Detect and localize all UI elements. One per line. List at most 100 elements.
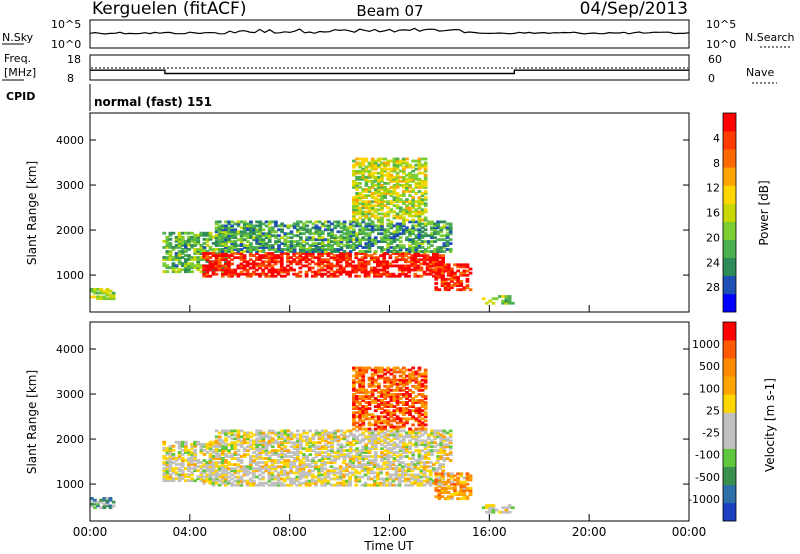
echo-cell — [196, 252, 201, 255]
echo-cell — [453, 273, 457, 277]
echo-cell — [352, 184, 356, 187]
echo-cell — [224, 228, 228, 232]
echo-cell — [417, 427, 422, 431]
echo-cell — [105, 500, 110, 504]
echo-cell — [239, 240, 244, 243]
echo-cell — [295, 240, 300, 243]
echo-cell — [389, 242, 394, 245]
echo-cell — [420, 388, 425, 392]
echo-cell — [369, 254, 374, 257]
echo-cell — [386, 244, 391, 247]
echo-cell — [398, 169, 403, 173]
echo-cell — [425, 258, 430, 262]
echo-cell — [392, 437, 397, 441]
echo-cell — [364, 177, 369, 181]
echo-cell — [196, 475, 201, 479]
echo-cell — [389, 200, 394, 204]
echo-cell — [391, 252, 396, 255]
echo-cell — [196, 237, 201, 241]
echo-cell — [420, 234, 425, 238]
echo-cell — [336, 453, 341, 456]
echo-cell — [364, 244, 369, 247]
echo-cell — [320, 248, 325, 251]
echo-cell — [422, 254, 427, 257]
echo-cell — [426, 435, 431, 439]
echo-cell — [408, 378, 412, 382]
echo-cell — [373, 457, 378, 460]
echo-cell — [413, 481, 418, 485]
echo-cell — [242, 258, 247, 262]
echo-cell — [408, 376, 412, 380]
echo-cell — [239, 232, 244, 236]
echo-cell — [224, 266, 228, 270]
echo-cell — [392, 445, 397, 449]
echo-cell — [249, 445, 253, 449]
echo-cell — [320, 461, 324, 464]
echo-cell — [248, 254, 253, 257]
echo-cell — [439, 246, 444, 249]
echo-cell — [227, 461, 231, 464]
echo-cell — [261, 465, 265, 469]
echo-cell — [345, 240, 350, 243]
echo-cell — [370, 222, 375, 226]
echo-cell — [402, 370, 406, 374]
echo-cell — [410, 467, 414, 471]
echo-cell — [273, 260, 278, 264]
echo-cell — [411, 429, 415, 433]
echo-cell — [202, 469, 206, 473]
echo-cell — [274, 240, 278, 243]
echo-cell — [267, 471, 272, 475]
echo-cell — [383, 186, 387, 189]
echo-cell — [453, 484, 457, 488]
echo-cell — [459, 482, 464, 486]
echo-cell — [277, 441, 281, 445]
echo-cell — [367, 200, 372, 204]
echo-cell — [355, 429, 359, 433]
echo-cell — [292, 443, 297, 447]
echo-cell — [443, 497, 448, 501]
echo-cell — [405, 433, 409, 437]
echo-cell — [220, 272, 225, 276]
echo-cell — [105, 502, 110, 506]
echo-cell — [389, 226, 394, 230]
echo-cell — [395, 378, 400, 382]
echo-cell — [383, 196, 387, 199]
echo-cell — [202, 258, 207, 261]
echo-cell — [394, 467, 399, 471]
echo-cell — [382, 258, 386, 262]
echo-cell — [420, 433, 425, 437]
echo-cell — [314, 441, 319, 445]
echo-cell — [358, 157, 362, 161]
echo-cell — [184, 231, 188, 235]
echo-cell — [236, 483, 241, 487]
x-tick-label: 16:00 — [472, 525, 507, 539]
echo-cell — [355, 236, 359, 240]
echo-cell — [255, 258, 259, 262]
echo-cell — [317, 226, 322, 230]
echo-cell — [307, 258, 312, 262]
echo-cell — [214, 475, 219, 479]
echo-cell — [199, 446, 204, 450]
echo-cell — [380, 455, 384, 458]
echo-cell — [274, 451, 278, 454]
echo-cell — [258, 242, 263, 245]
echo-cell — [382, 268, 386, 272]
echo-cell — [196, 264, 201, 268]
echo-cell — [93, 289, 97, 293]
echo-cell — [408, 399, 412, 402]
echo-cell — [355, 188, 359, 191]
echo-cell — [361, 431, 366, 435]
echo-cell — [330, 435, 334, 439]
echo-cell — [423, 427, 428, 431]
echo-cell — [242, 234, 247, 238]
echo-cell — [214, 262, 219, 266]
echo-cell — [165, 239, 170, 243]
echo-cell — [462, 263, 467, 267]
echo-cell — [202, 231, 207, 235]
echo-cell — [205, 469, 210, 472]
echo-cell — [352, 423, 356, 427]
echo-cell — [423, 419, 428, 423]
echo-cell — [380, 427, 384, 431]
echo-cell — [388, 262, 393, 266]
echo-cell — [370, 206, 375, 210]
